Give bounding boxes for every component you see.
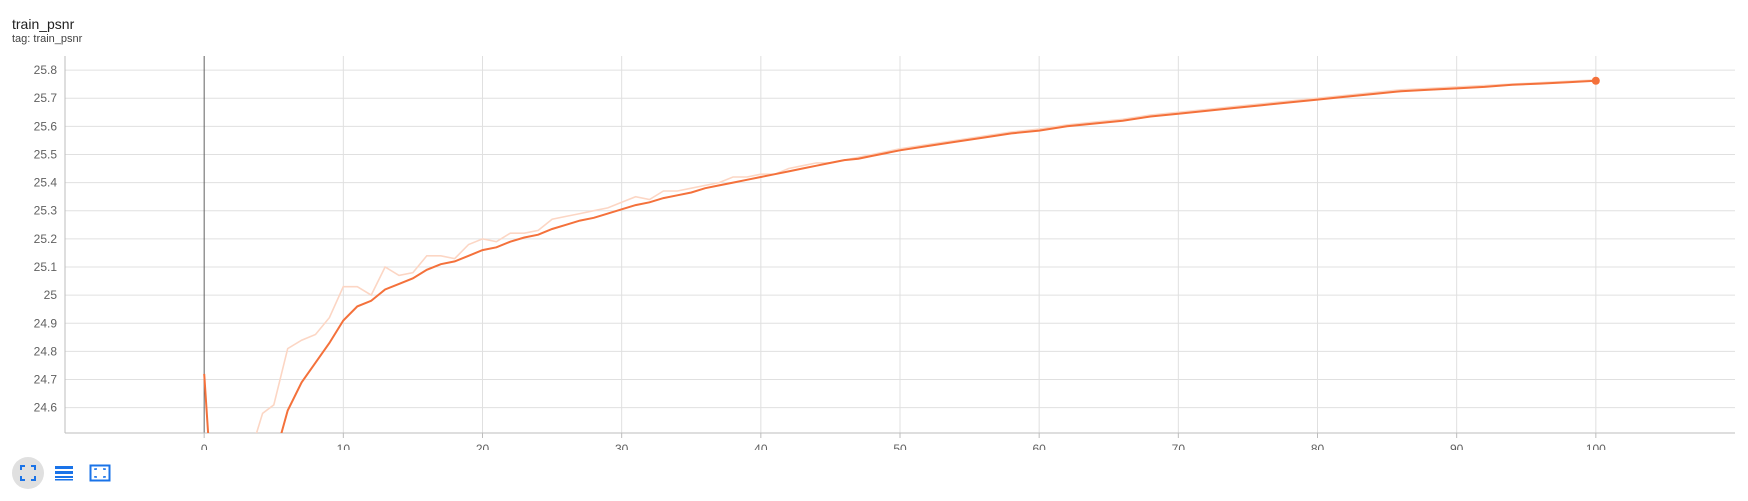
chart-toolbar [12,457,116,489]
chart-title: train_psnr [12,16,75,32]
x-tick-label: 30 [615,442,629,450]
y-tick-label: 25.7 [34,91,58,105]
last-point-marker [1591,76,1600,85]
x-tick-label: 0 [201,442,208,450]
raw-series-line [255,79,1596,433]
fit-domain-icon [20,465,36,481]
x-tick-label: 20 [476,442,490,450]
chart-tag: tag: train_psnr [12,33,83,45]
x-tick-label: 80 [1311,442,1325,450]
y-tick-label: 24.9 [34,316,58,330]
y-tick-label: 25 [44,288,58,302]
line-chart[interactable]: 24.6 24.7 24.8 24.9 25 25.1 25.2 25.3 25.4 25.5 25… [0,0,1748,450]
fit-domain-button[interactable] [12,457,44,489]
y-tick-label: 24.6 [34,401,58,415]
x-tick-label: 100 [1586,442,1606,450]
expand-button[interactable] [84,457,116,489]
y-tick-label: 25.8 [34,63,58,77]
y-tick-label: 25.3 [34,204,58,218]
smoothed-series-line [203,79,1596,433]
x-tick-label: 90 [1450,442,1464,450]
y-tick-label: 25.2 [34,232,58,246]
y-tick-label: 25.1 [34,260,58,274]
x-tick-label: 70 [1172,442,1186,450]
y-tick-label: 25.6 [34,119,58,133]
x-tick-label: 60 [1032,442,1046,450]
toggle-log-icon [55,466,73,481]
y-tick-label: 25.5 [34,147,58,161]
x-tick-label: 40 [754,442,768,450]
x-tick-label: 10 [337,442,351,450]
x-tick-label: 50 [893,442,907,450]
y-tick-label: 24.8 [34,344,58,358]
y-tick-label: 25.4 [34,176,58,190]
toggle-log-scale-button[interactable] [48,457,80,489]
expand-icon [89,464,111,482]
y-tick-label: 24.7 [34,373,58,387]
